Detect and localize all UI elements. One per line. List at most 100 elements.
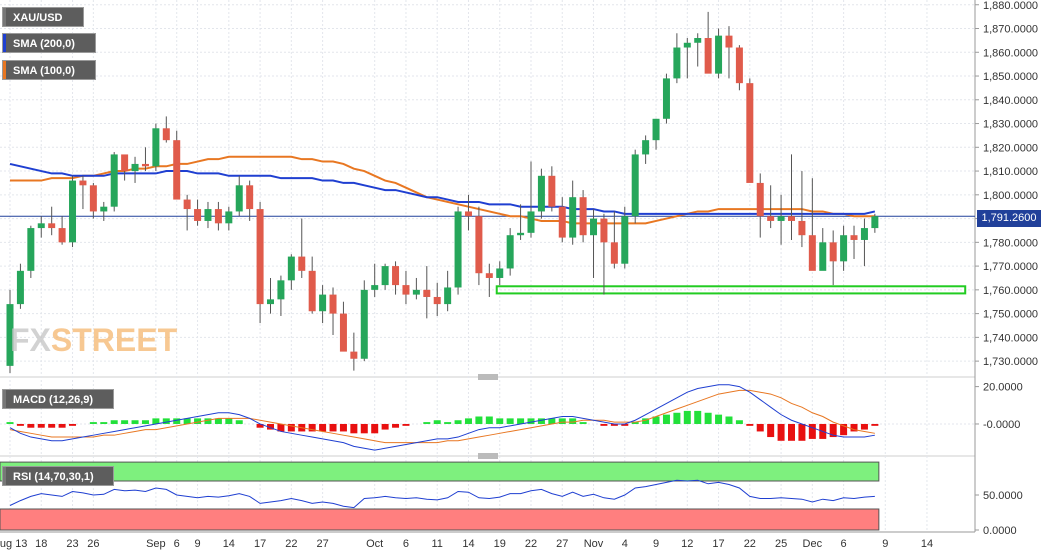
candle (746, 78, 754, 183)
rsi-label[interactable]: RSI (14,70,30,1) (2, 466, 114, 486)
candle (277, 275, 285, 316)
candle (173, 130, 181, 200)
candle (871, 213, 879, 233)
macd-histogram-bar (631, 422, 639, 424)
macd-histogram-bar (48, 423, 56, 428)
macd-label[interactable]: MACD (12,26,9) (2, 389, 114, 409)
candle (308, 256, 316, 314)
price-panel-bg (0, 0, 975, 373)
candle-body (600, 218, 608, 243)
candle (392, 261, 400, 295)
sma200-color-bar (3, 34, 6, 52)
macd-histogram-bar (746, 423, 754, 426)
candle (683, 38, 691, 79)
macd-histogram-bar (735, 420, 743, 424)
candle (37, 216, 45, 238)
sma200-label[interactable]: SMA (200,0) (2, 33, 96, 53)
candle (475, 206, 483, 286)
macd-histogram-bar (58, 423, 66, 428)
macd-histogram-bar (69, 423, 77, 426)
rsi-text: RSI (14,70,30,1) (13, 471, 94, 483)
last-price-badge: 1,791.2600 (977, 210, 1041, 227)
candle-body (298, 256, 306, 271)
candle (767, 185, 775, 229)
macd-histogram-bar (558, 418, 566, 424)
macd-histogram-bar (704, 412, 712, 424)
candles[interactable] (6, 11, 879, 373)
candle (600, 213, 608, 295)
price-tick-label: 1,760.0000 (983, 285, 1038, 297)
candle (704, 11, 712, 74)
symbol-label[interactable]: XAU/USD (2, 7, 84, 27)
candle-body (642, 140, 650, 155)
rsi-line (9, 479, 875, 509)
macd-histogram-bar (777, 423, 785, 441)
candle-body (6, 304, 14, 366)
candle-body (16, 270, 24, 305)
macd-panel (0, 384, 975, 451)
symbol-text: XAU/USD (13, 12, 63, 24)
macd-histogram-bar (16, 423, 24, 426)
candle (69, 175, 77, 248)
macd-histogram-bar (194, 418, 202, 424)
candle-body (537, 175, 545, 212)
candle-body (131, 163, 139, 172)
macd-histogram-bar (287, 423, 295, 432)
candle (48, 206, 56, 236)
candle-body (496, 268, 504, 278)
candle (89, 182, 97, 219)
candle-body (319, 294, 327, 312)
macd-histogram-bar (319, 423, 327, 432)
macd-line (9, 384, 875, 451)
candle-body (819, 242, 827, 271)
macd-histogram-bar (871, 423, 879, 426)
time-tick-label: 14 (462, 538, 474, 550)
time-tick-label: 22 (744, 538, 756, 550)
candle (319, 285, 327, 324)
candle-body (704, 38, 712, 74)
price-tick-label: 1,880.0000 (983, 0, 1038, 12)
macd-histogram-bar (694, 410, 702, 424)
macd-histogram-bar (423, 422, 431, 424)
candle-body (527, 211, 535, 233)
macd-histogram-bar (131, 420, 139, 424)
candle (235, 175, 243, 217)
macd-histogram-bar (141, 420, 149, 424)
candle (569, 180, 577, 245)
time-tick-label: 4 (622, 538, 628, 550)
time-tick-label: Nov (584, 538, 604, 550)
time-tick-label: 9 (653, 538, 659, 550)
candle (496, 261, 504, 286)
candle (152, 123, 160, 172)
time-tick-label: 14 (921, 538, 933, 550)
candle (433, 282, 441, 316)
candle-body (662, 78, 670, 119)
candle (371, 263, 379, 297)
candle-body (360, 289, 368, 359)
candle (6, 289, 14, 373)
candle (673, 33, 681, 84)
candle-body (767, 216, 775, 221)
rsi-overbought-zone (0, 461, 880, 482)
price-tick-label: 1,820.0000 (983, 142, 1038, 154)
time-tick-label: 23 (66, 538, 78, 550)
candle (444, 270, 452, 312)
macd-signal-line (9, 389, 875, 444)
candle-body (371, 285, 379, 290)
candle-body (121, 154, 129, 172)
rsi-tick-label: 50.0000 (983, 490, 1023, 502)
candle-body (329, 294, 337, 314)
macd-histogram-bar (642, 418, 650, 424)
candle-body (89, 185, 97, 212)
candle (267, 277, 274, 314)
candle (694, 33, 702, 67)
macd-histogram-bar (808, 423, 816, 439)
candle-body (464, 211, 472, 217)
sma100-label[interactable]: SMA (100,0) (2, 60, 96, 80)
candle (662, 73, 670, 124)
candle (715, 28, 723, 79)
candle-body (277, 280, 285, 300)
rsi-color-bar (3, 467, 6, 485)
macd-histogram-bar (788, 423, 795, 441)
candle (777, 194, 785, 245)
